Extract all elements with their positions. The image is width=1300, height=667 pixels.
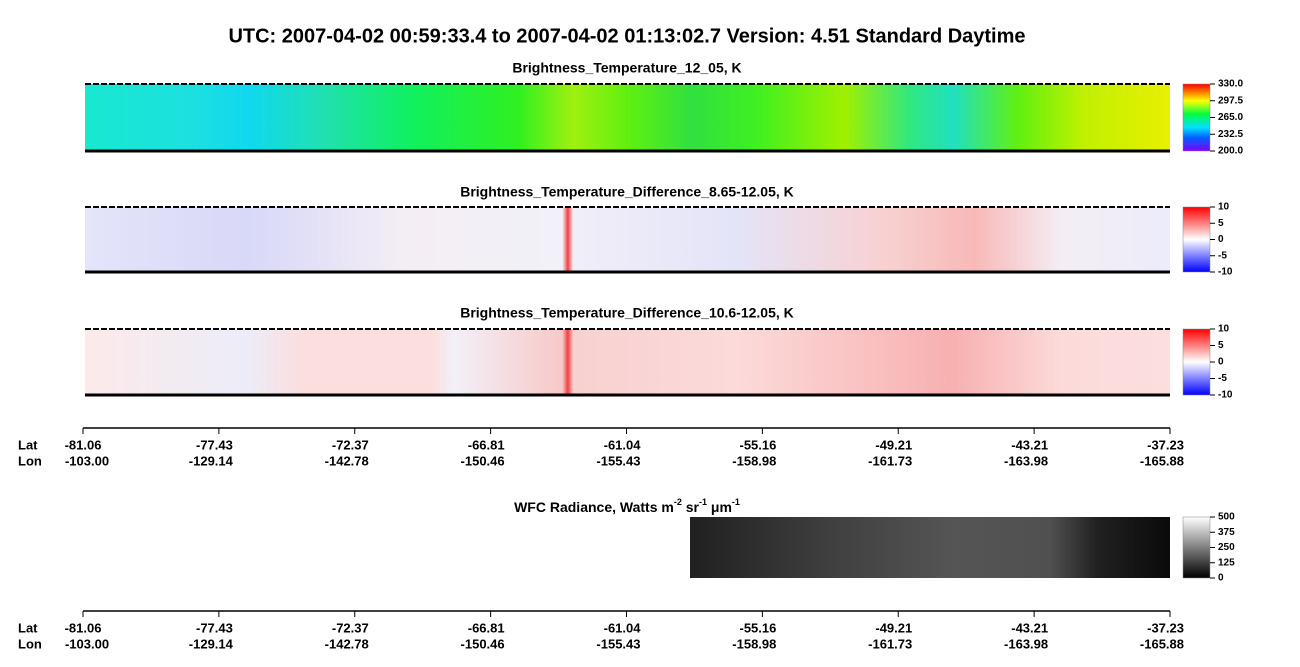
colorbar-label: 5 — [1218, 340, 1224, 351]
lat-value: -55.16 — [740, 437, 777, 452]
lon-value: -103.00 — [65, 636, 109, 651]
colorbar-label: 375 — [1218, 527, 1235, 538]
colorbar — [1182, 83, 1211, 152]
lon-value: -150.46 — [461, 636, 505, 651]
colorbar-label: 200.0 — [1218, 146, 1243, 157]
lon-value: -142.78 — [325, 636, 369, 651]
lon-value: -150.46 — [461, 453, 505, 468]
lat-value: -43.21 — [1011, 620, 1048, 635]
panel-title: Brightness_Temperature_Difference_8.65-1… — [460, 184, 794, 200]
colorbar-label: 500 — [1218, 512, 1235, 523]
panel-title: Brightness_Temperature_Difference_10.6-1… — [460, 305, 794, 321]
lon-label: Lon — [18, 453, 42, 468]
lon-value: -142.78 — [325, 453, 369, 468]
colorbar-label: 10 — [1218, 202, 1230, 213]
lon-label: Lon — [18, 636, 42, 651]
lat-value: -81.06 — [65, 437, 102, 452]
colorbar — [1182, 328, 1211, 396]
colorbar-label: 250 — [1218, 542, 1235, 553]
lat-value: -66.81 — [468, 620, 505, 635]
lon-value: -161.73 — [868, 636, 912, 651]
lon-value: -103.00 — [65, 453, 109, 468]
lat-value: -72.37 — [332, 437, 369, 452]
title-part: μm — [707, 499, 732, 515]
lon-value: -163.98 — [1004, 636, 1048, 651]
title-superscript: -1 — [732, 497, 740, 507]
lon-value: -165.88 — [1140, 636, 1184, 651]
colorbar — [1182, 206, 1211, 273]
lat-value: -77.43 — [196, 620, 233, 635]
colorbar — [1182, 516, 1211, 579]
page-title: UTC: 2007-04-02 00:59:33.4 to 2007-04-02… — [228, 25, 1025, 47]
lat-value: -61.04 — [604, 620, 642, 635]
lat-label: Lat — [18, 437, 38, 452]
lat-value: -49.21 — [875, 437, 912, 452]
lat-value: -49.21 — [875, 620, 912, 635]
colorbar-label: 10 — [1218, 324, 1230, 335]
lat-value: -66.81 — [468, 437, 505, 452]
lon-value: -129.14 — [189, 453, 234, 468]
lat-value: -55.16 — [740, 620, 777, 635]
colorbar-label: 330.0 — [1218, 79, 1243, 90]
colorbar-label: -10 — [1218, 267, 1233, 278]
lat-value: -72.37 — [332, 620, 369, 635]
title-superscript: -2 — [674, 497, 682, 507]
data-strip — [85, 329, 1170, 395]
lat-value: -43.21 — [1011, 437, 1048, 452]
panel-title: Brightness_Temperature_12_05, K — [512, 60, 741, 76]
colorbar-label: 265.0 — [1218, 112, 1243, 123]
lon-value: -161.73 — [868, 453, 912, 468]
title-part: WFC Radiance, Watts m — [514, 499, 674, 515]
lat-value: -37.23 — [1147, 437, 1184, 452]
colorbar-label: 0 — [1218, 357, 1224, 368]
colorbar-label: 0 — [1218, 234, 1224, 245]
lon-value: -158.98 — [732, 636, 776, 651]
colorbar-label: -5 — [1218, 250, 1227, 261]
panel-title: WFC Radiance, Watts m-2 sr-1 μm-1 — [514, 497, 740, 514]
lon-value: -163.98 — [1004, 453, 1048, 468]
lon-value: -155.43 — [596, 636, 640, 651]
data-strip — [85, 84, 1170, 151]
lat-value: -37.23 — [1147, 620, 1184, 635]
lon-value: -165.88 — [1140, 453, 1184, 468]
lat-label: Lat — [18, 620, 38, 635]
colorbar-label: 297.5 — [1218, 95, 1243, 106]
colorbar-label: 125 — [1218, 557, 1235, 568]
colorbar-label: 232.5 — [1218, 129, 1243, 140]
title-superscript: -1 — [699, 497, 707, 507]
colorbar-label: 0 — [1218, 573, 1224, 584]
lon-value: -155.43 — [596, 453, 640, 468]
lat-value: -81.06 — [65, 620, 102, 635]
colorbar-label: -5 — [1218, 373, 1227, 384]
lon-value: -158.98 — [732, 453, 776, 468]
lat-value: -77.43 — [196, 437, 233, 452]
colorbar-label: 5 — [1218, 218, 1224, 229]
data-strip — [85, 207, 1170, 272]
data-strip — [690, 517, 1170, 578]
lon-value: -129.14 — [189, 636, 234, 651]
colorbar-label: -10 — [1218, 390, 1233, 401]
title-part: sr — [682, 499, 700, 515]
lat-value: -61.04 — [604, 437, 642, 452]
